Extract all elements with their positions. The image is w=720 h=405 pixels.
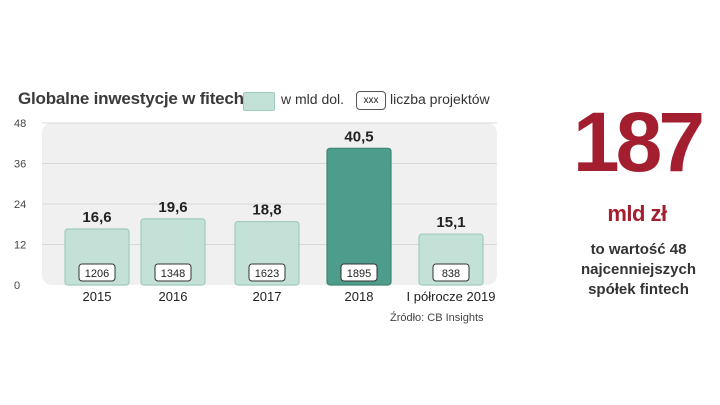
bar-value-label: 19,6 xyxy=(158,199,187,216)
chart-title: Globalne inwestycje w fitech xyxy=(18,89,244,108)
callout-unit: mld zł xyxy=(607,201,667,226)
project-count-label: 1206 xyxy=(85,268,109,280)
callout-line: spółek fintech xyxy=(588,281,689,298)
y-tick-label: 24 xyxy=(14,199,26,211)
project-count-label: 1348 xyxy=(161,268,185,280)
y-tick-label: 0 xyxy=(14,280,20,292)
bar xyxy=(326,147,392,286)
source-note: Źródło: CB Insights xyxy=(390,312,484,324)
x-tick-label: 2016 xyxy=(159,289,188,304)
callout-line: to wartość 48 xyxy=(590,241,687,258)
legend-count-box: xxx xyxy=(356,91,386,110)
y-tick-label: 36 xyxy=(14,159,26,171)
x-tick-label: 2015 xyxy=(83,289,112,304)
y-tick-label: 12 xyxy=(14,240,26,252)
callout-text: to wartość 48 najcenniejszych spółek fin… xyxy=(556,240,720,300)
x-tick-label: I półrocze 2019 xyxy=(407,289,496,304)
y-tick-label: 48 xyxy=(14,118,26,130)
bar-chart: 0 12 24 36 48 16,6 1206 2015 19,6 1348 2016 18,8 162… xyxy=(14,118,497,304)
project-count-label: 1623 xyxy=(255,268,279,280)
bar-value-label: 40,5 xyxy=(344,128,373,145)
project-count-label: 1895 xyxy=(347,268,371,280)
bar-value-label: 16,6 xyxy=(82,209,111,226)
x-tick-label: 2018 xyxy=(345,289,374,304)
bar-value-label: 18,8 xyxy=(252,202,281,219)
bar-value-label: 15,1 xyxy=(436,214,465,231)
callout-number: 187 xyxy=(572,95,705,189)
project-count-label: 838 xyxy=(442,268,460,280)
x-tick-label: 2017 xyxy=(253,289,282,304)
legend-swatch xyxy=(243,92,275,111)
legend-series-label: w mld dol. xyxy=(281,91,345,107)
callout-line: najcenniejszych xyxy=(580,261,697,278)
project-count-box xyxy=(248,263,286,282)
project-count-box xyxy=(78,263,116,282)
project-count-box xyxy=(154,263,192,282)
legend-count-label: liczba projektów xyxy=(390,91,490,107)
project-count-box xyxy=(432,263,470,282)
project-count-box xyxy=(340,263,378,282)
